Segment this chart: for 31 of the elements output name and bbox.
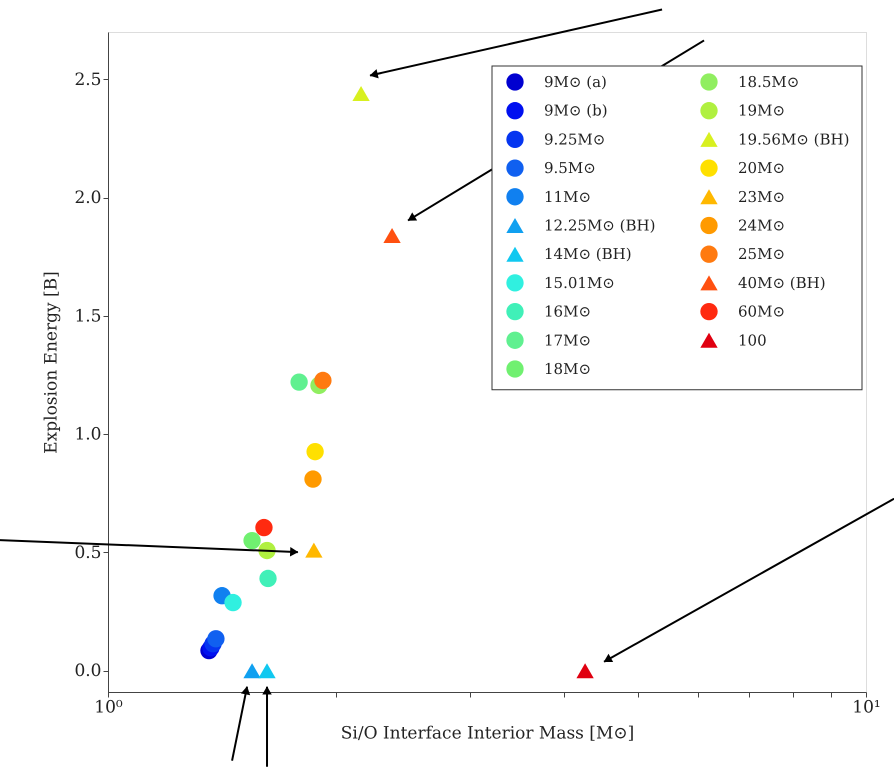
- legend-label: 15.01M⊙: [544, 274, 615, 292]
- y-tick-label: 0.0: [74, 661, 102, 682]
- legend-label: 19M⊙: [738, 102, 786, 120]
- y-tick-label: 2.0: [74, 188, 102, 208]
- legend-label: 24M⊙: [738, 216, 786, 234]
- legend-label: 18.5M⊙: [738, 73, 800, 91]
- y-tick-label: 1.5: [74, 306, 102, 326]
- y-tick-label: 0.5: [74, 542, 102, 563]
- legend-label: 9.25M⊙: [544, 130, 606, 148]
- y-tick-label: 2.5: [74, 70, 102, 90]
- legend-label: 17M⊙: [544, 331, 592, 350]
- legend-label: 23M⊙: [738, 188, 786, 206]
- legend-label: 16M⊙: [544, 302, 592, 321]
- x-tick-label: 10⁰: [94, 698, 123, 718]
- legend-label: 100: [738, 331, 767, 350]
- legend-label: 25M⊙: [738, 245, 786, 264]
- legend-label: 18M⊙: [544, 360, 592, 378]
- legend-label: 19.56M⊙ (BH): [738, 130, 850, 148]
- legend-label: 9M⊙ (a): [544, 73, 607, 91]
- x-axis-title: Si/O Interface Interior Mass [M⊙]: [340, 724, 634, 744]
- legend-label: 9M⊙ (b): [544, 102, 608, 120]
- legend-label: 20M⊙: [738, 159, 786, 178]
- x-tick-label: 10¹: [852, 698, 881, 718]
- y-tick-label: 1.0: [74, 424, 102, 445]
- legend-label: 60M⊙: [738, 302, 786, 321]
- y-axis-title: Explosion Energy [B]: [41, 271, 62, 454]
- legend-label: 14M⊙ (BH): [544, 245, 632, 264]
- legend-label: 40M⊙ (BH): [738, 274, 826, 292]
- legend-label: 9.5M⊙: [544, 159, 596, 178]
- legend-label: 11M⊙: [544, 188, 592, 206]
- legend-label: 12.25M⊙ (BH): [544, 216, 656, 234]
